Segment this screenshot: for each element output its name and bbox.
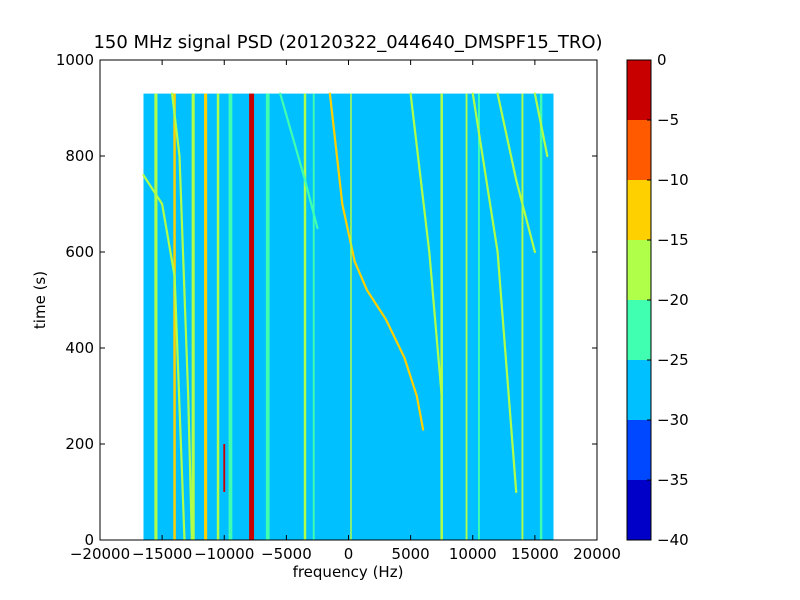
heatmap-trace-23	[533, 92, 549, 158]
x-axis: −20000 −15000 −10000 −5000 0 5000 10000 15000 20…	[70, 60, 621, 563]
heatmap-line-9	[265, 93, 270, 540]
colorbar-segment-5	[627, 180, 651, 240]
heatmap-line-10	[303, 93, 307, 540]
colorbar-tick-label-6: −10	[657, 171, 689, 189]
heatmap-trace-24	[279, 92, 319, 230]
chart-title: 150 MHz signal PSD (20120322_044640_DMSP…	[93, 32, 602, 53]
colorbar-tick-label-3: −25	[657, 351, 689, 369]
heatmap-trace-18	[142, 174, 186, 540]
x-tick-label-7: 15000	[511, 545, 559, 563]
heatmap-trace-19	[171, 92, 193, 540]
x-tick-label-1: −15000	[132, 545, 192, 563]
heatmap-line-13	[440, 93, 443, 540]
heatmap-line-3	[154, 93, 158, 540]
y-tick-label-3: 600	[65, 243, 94, 261]
x-axis-label: frequency (Hz)	[293, 563, 404, 581]
heatmap-line-6	[204, 93, 208, 540]
heatmap	[142, 92, 554, 540]
colorbar-tick-label-2: −30	[657, 411, 689, 429]
colorbar-tick-label-8: 0	[657, 51, 667, 69]
y-axis: 0 200 400 600 800 1000	[56, 51, 597, 549]
heatmap-trace-20	[409, 92, 443, 398]
heatmap-line-5	[191, 93, 195, 540]
colorbar-segment-3	[627, 300, 651, 360]
colorbar-tick-label-5: −15	[657, 231, 689, 249]
heatmap-line-4	[173, 93, 176, 540]
heatmap-line-7	[216, 93, 220, 540]
y-tick-label-1: 200	[65, 435, 94, 453]
colorbar-tick-label-1: −35	[657, 471, 689, 489]
colorbar: −40 −35 −30 −25 −20 −15 −10 −5 0	[626, 51, 689, 549]
colorbar-segment-2	[627, 360, 651, 420]
y-tick-label-5: 1000	[56, 51, 94, 69]
colorbar-tick-label-7: −5	[657, 111, 679, 129]
heatmap-line-12	[350, 93, 352, 540]
heatmap-line-1	[223, 444, 226, 492]
colorbar-segment-4	[627, 240, 651, 300]
heatmap-trace-22	[496, 92, 536, 254]
heatmap-line-15	[478, 93, 480, 540]
colorbar-tick-label-0: −40	[657, 531, 689, 549]
colorbar-segment-1	[627, 420, 651, 480]
heatmap-trace-21	[471, 92, 518, 494]
heatmap-line-17	[539, 93, 543, 540]
y-axis-label: time (s)	[31, 271, 49, 329]
y-tick-label-4: 800	[65, 147, 94, 165]
x-tick-label-5: 5000	[392, 545, 430, 563]
y-tick-label-0: 0	[84, 531, 94, 549]
colorbar-tick-label-4: −20	[657, 291, 689, 309]
heatmap-line-11	[312, 93, 315, 540]
colorbar-segment-6	[627, 120, 651, 180]
x-tick-label-4: 0	[344, 545, 354, 563]
x-tick-label-8: 20000	[573, 545, 621, 563]
heatmap-line-14	[465, 93, 468, 540]
heatmap-trace-2	[328, 92, 425, 431]
colorbar-segment-0	[627, 480, 651, 540]
x-tick-label-3: −5000	[261, 545, 312, 563]
colorbar-segment-7	[627, 60, 651, 120]
heatmap-line-0	[249, 93, 255, 540]
heatmap-line-16	[521, 93, 524, 540]
x-tick-label-0: −20000	[70, 545, 130, 563]
x-tick-label-2: −10000	[194, 545, 254, 563]
y-tick-label-2: 400	[65, 339, 94, 357]
heatmap-line-8	[228, 93, 233, 540]
x-tick-label-6: 10000	[449, 545, 497, 563]
